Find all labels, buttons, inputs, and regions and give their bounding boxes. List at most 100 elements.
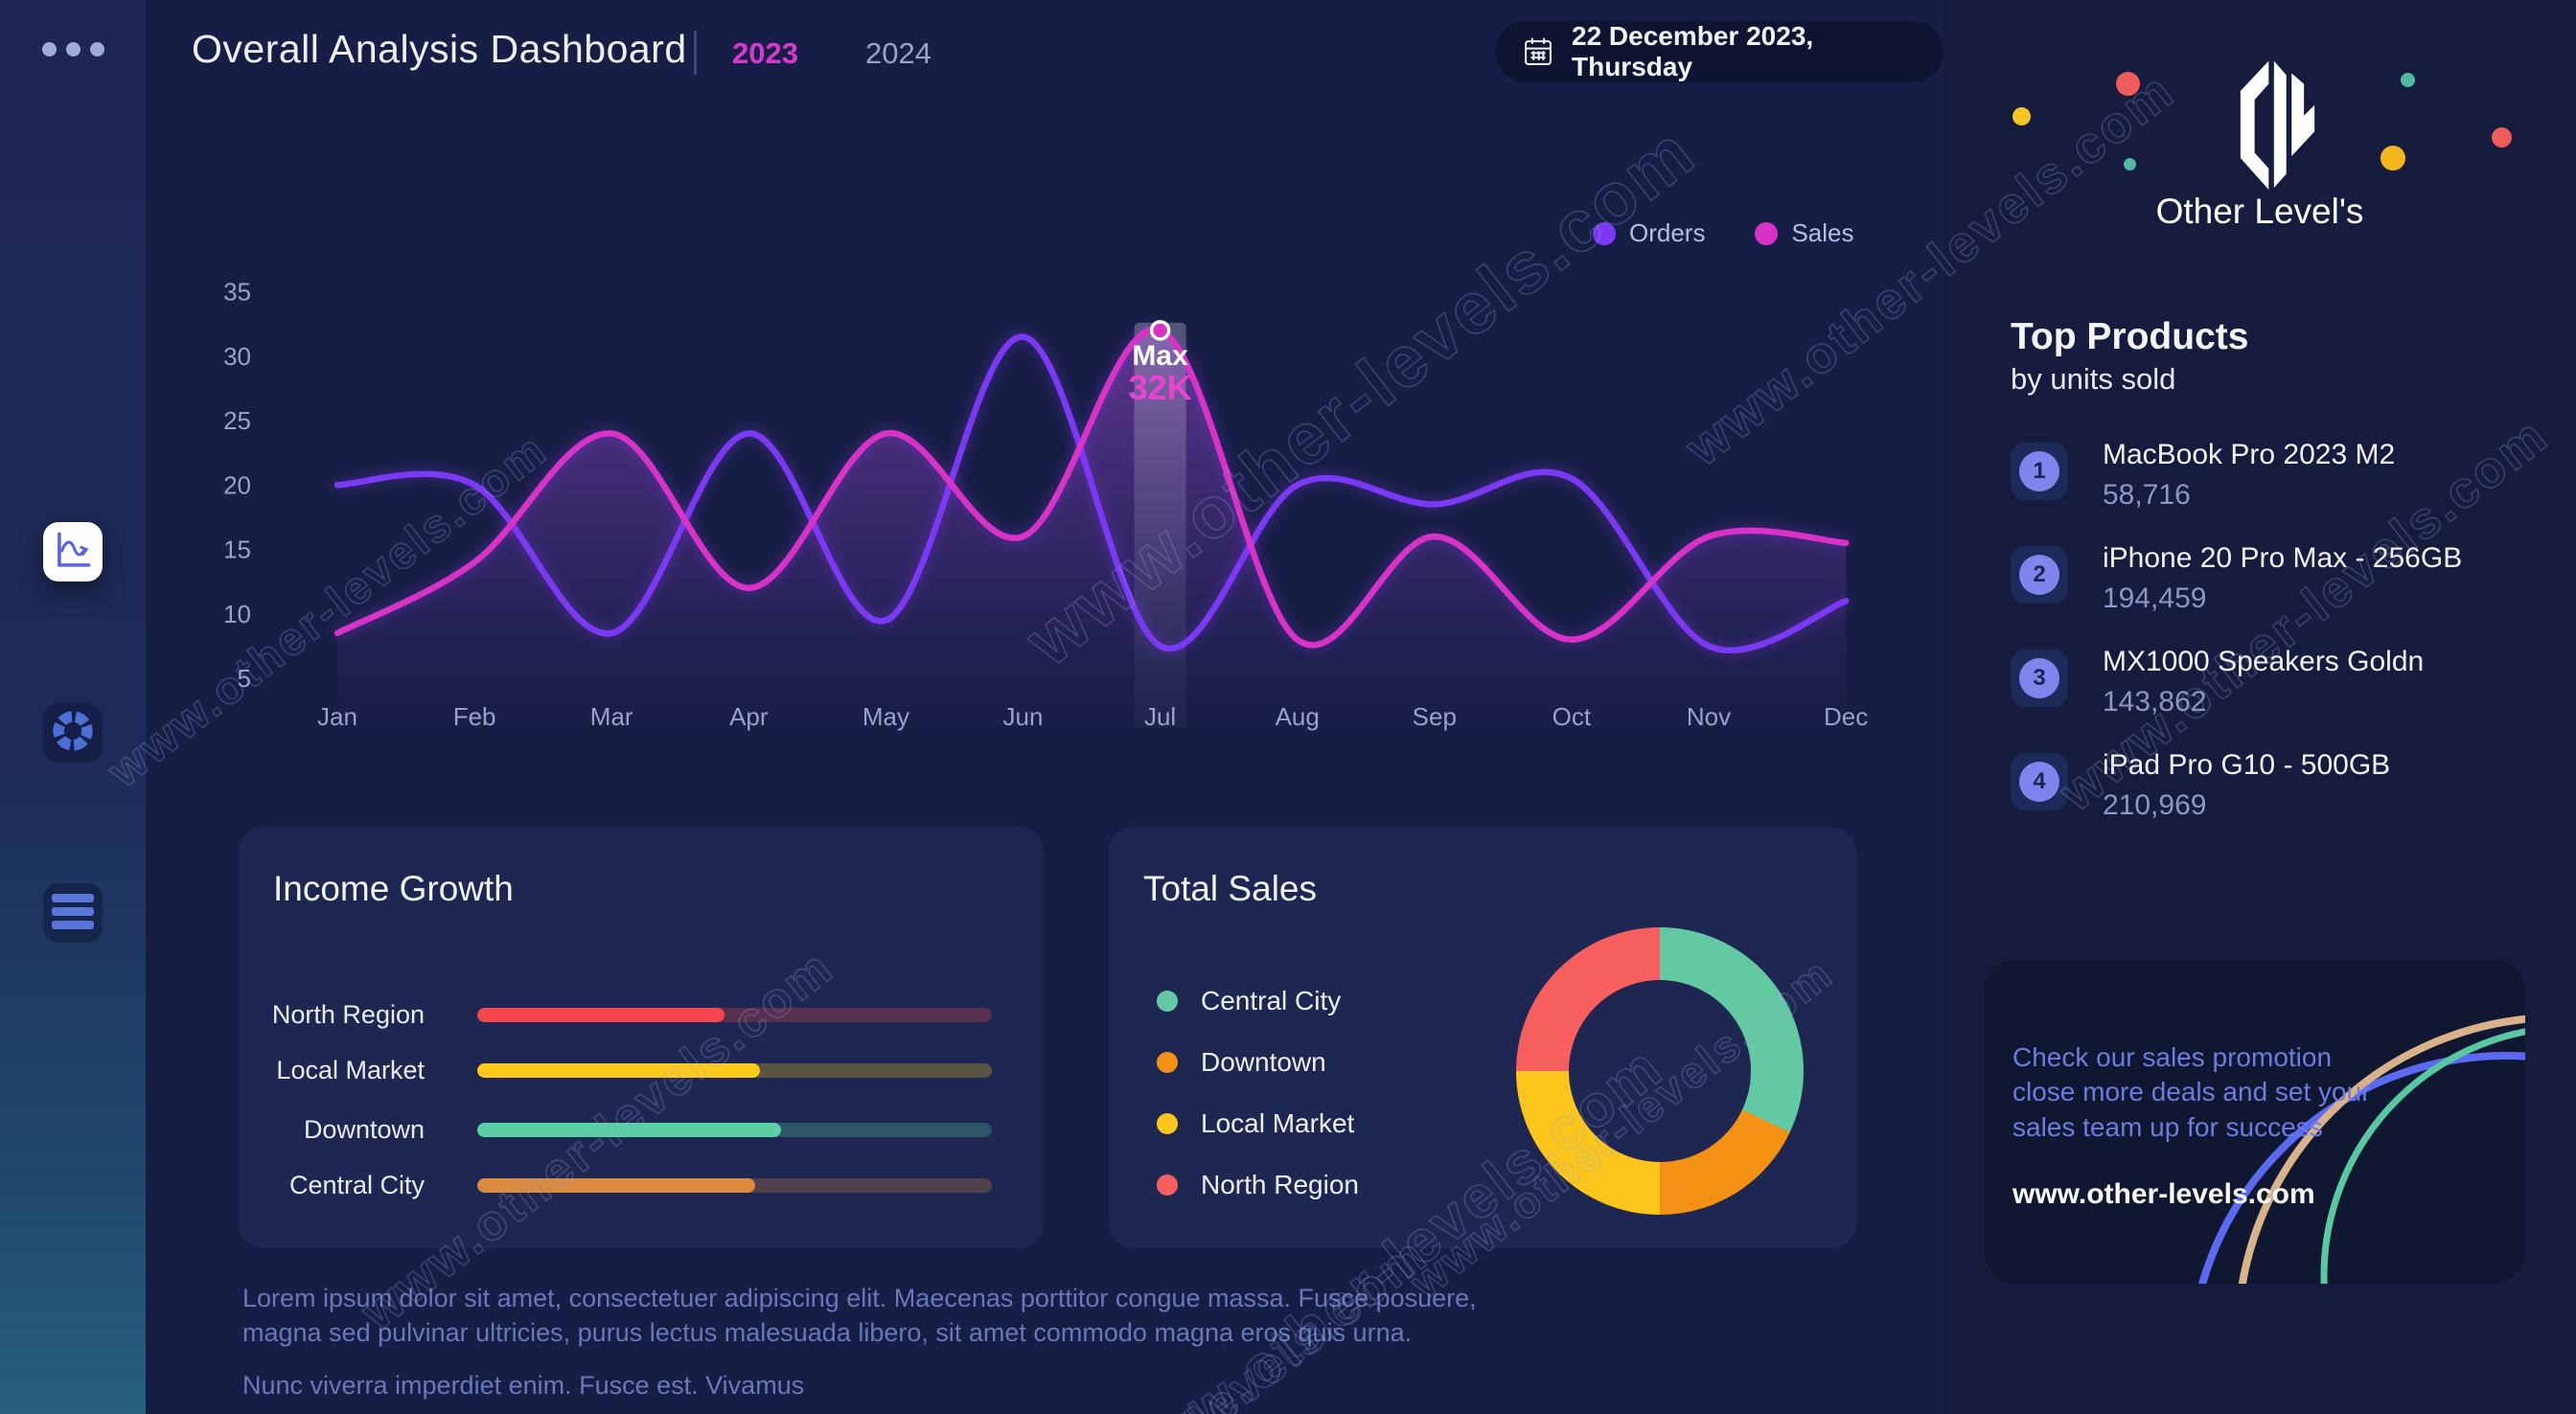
deco-dot-red [2116,72,2140,96]
y-tick-label: 35 [223,278,251,307]
legend-item-orders[interactable]: Orders [1593,218,1705,248]
y-tick-label: 15 [223,536,251,564]
x-tick-label: Sep [1413,702,1457,731]
bar-row-north-region: North Region [239,1000,1044,1029]
y-tick-label: 30 [223,342,251,371]
title-divider [694,31,697,75]
local-market-dot [1157,1113,1178,1134]
product-name: MacBook Pro 2023 M2 [2103,439,2396,470]
brand-name: Other Level's [2155,192,2364,231]
central-city-dot [1157,991,1178,1012]
product-row-1[interactable]: 1 MacBook Pro 2023 M2 58,716 [2011,439,2528,512]
bar-track [477,1063,992,1078]
calendar-icon [1522,35,1554,68]
product-units: 210,969 [2103,789,2207,821]
sidebar-item-analytics[interactable] [43,522,103,582]
sales-line [334,326,1850,649]
sidebar-item-media[interactable] [43,703,103,763]
product-units: 58,716 [2103,479,2191,511]
y-tick-label: 20 [223,470,251,499]
max-value: 32K [1129,368,1192,407]
bar-row-central-city: Central City [239,1171,1044,1199]
date-label: 22 December 2023, Thursday [1572,21,1814,81]
bar-row-local-market: Local Market [239,1056,1044,1084]
max-label: Max [1132,340,1188,372]
deco-dot-teal [2124,158,2136,171]
legend-item-sales[interactable]: Sales [1755,218,1854,248]
tab-2024[interactable]: 2024 [864,36,932,70]
tab-2023[interactable]: 2023 [732,36,798,70]
bar-fill [477,1008,724,1022]
north-region-dot [1157,1175,1178,1196]
y-tick-label: 10 [223,600,251,628]
total-sales-title: Total Sales [1143,869,1317,908]
total-sales-card: Total Sales Central City Downtown Local … [1109,827,1856,1248]
bar-fill [477,1123,781,1137]
x-tick-label: Jan [317,702,357,731]
aperture-icon [50,708,96,759]
x-tick-label: Oct [1552,702,1592,731]
x-tick-label: Nov [1687,702,1731,731]
sidebar-item-menu[interactable] [43,883,103,943]
chart-legend: Orders Sales [1593,218,1854,248]
promo-text: Check our sales promotion close more dea… [2012,1042,2371,1142]
product-row-2[interactable]: 2 iPhone 20 Pro Max - 256GB 194,459 [2011,542,2528,615]
right-panel: Other Level's Top Products by units sold… [1944,0,2576,1414]
x-tick-label: Aug [1276,702,1320,731]
y-tick-label: 25 [223,406,251,435]
sales-area-fill [337,329,1847,728]
product-name: MX1000 Speakers Goldn [2103,646,2425,677]
product-row-4[interactable]: 4 iPad Pro G10 - 500GB 210,969 [2011,749,2528,822]
deco-dot-yellow [2012,107,2031,125]
products-header: Top Products by units sold [2011,316,2248,397]
product-units: 143,862 [2103,686,2207,718]
product-name: iPhone 20 Pro Max - 256GB [2103,542,2463,574]
income-growth-card: Income Growth North Region Local Market … [239,827,1044,1248]
promo-url-link[interactable]: www.other-levels.com [2012,1178,2315,1210]
sidebar [0,0,146,1414]
rank-badge: 2 [2011,546,2068,604]
x-tick-label: Jun [1003,702,1044,731]
date-picker[interactable]: 22 December 2023, Thursday [1495,21,1944,82]
line-chart-icon [52,529,94,576]
x-tick-label: Dec [1824,702,1868,731]
x-tick-label: Feb [453,702,496,731]
page-title: Overall Analysis Dashboard [192,27,687,71]
legend-item-north-region[interactable]: North Region [1157,1154,1359,1216]
sales-dot [1755,221,1779,245]
product-units: 194,459 [2103,582,2207,614]
orders-line [334,333,1850,654]
hamburger-menu-icon [51,892,95,935]
rank-badge: 1 [2011,443,2068,500]
rank-badge: 3 [2011,650,2068,707]
year-tabs: 2023 2024 [732,36,932,71]
x-tick-label: May [862,702,909,731]
menu-dots-icon[interactable] [0,42,146,57]
bar-fill [477,1178,755,1193]
deco-dot-yellow [2380,146,2405,171]
rank-badge: 4 [2011,753,2068,810]
products-title: Top Products [2011,316,2249,357]
y-tick-label: 5 [238,664,251,693]
deco-dot-red [2492,127,2512,148]
product-name: iPad Pro G10 - 500GB [2103,749,2391,781]
legend-item-downtown[interactable]: Downtown [1157,1032,1359,1093]
income-growth-title: Income Growth [273,869,514,908]
total-sales-donut-chart [1516,927,1804,1215]
footer-note: Lorem ipsum dolor sit amet, consectetuer… [242,1284,1477,1401]
brand-logo-icon [2228,57,2316,194]
max-marker [1149,320,1171,341]
products-subtitle: by units sold [2011,362,2176,396]
promo-arcs-decoration [2197,1015,2525,1284]
x-tick-label: Apr [729,702,769,731]
legend-item-local-market[interactable]: Local Market [1157,1093,1359,1154]
bar-fill [477,1063,761,1078]
deco-dot-teal [2401,73,2415,87]
bar-track [477,1008,992,1022]
legend-item-central-city[interactable]: Central City [1157,970,1359,1032]
bar-track [477,1178,992,1193]
orders-dot [1593,221,1616,245]
product-row-3[interactable]: 3 MX1000 Speakers Goldn 143,862 [2011,646,2528,718]
donut-legend: Central City Downtown Local Market North… [1157,970,1359,1216]
